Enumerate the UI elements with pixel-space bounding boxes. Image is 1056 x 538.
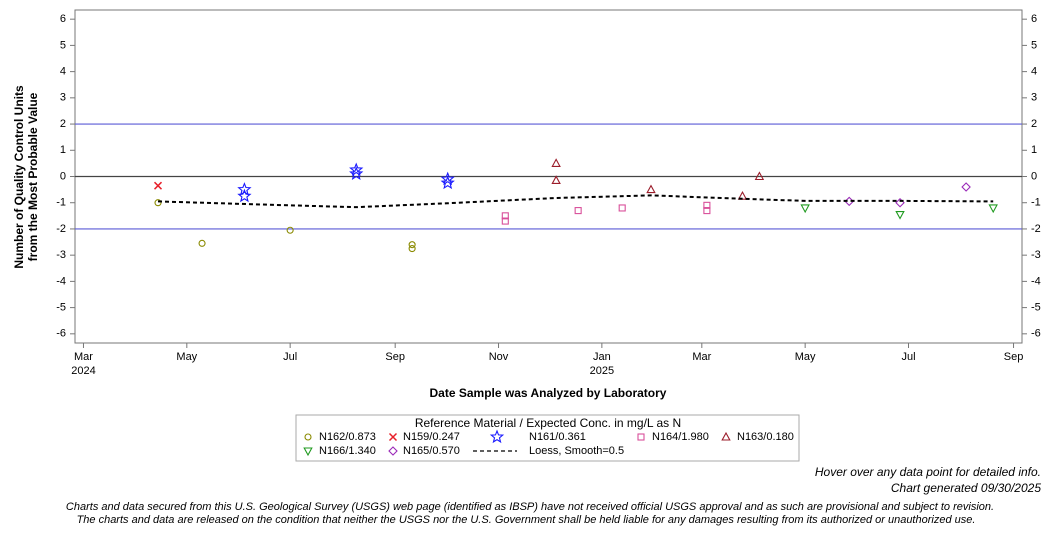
- y-tick-label: 6: [60, 13, 66, 25]
- y-axis-label: from the Most Probable Value: [26, 92, 40, 261]
- data-point[interactable]: [961, 182, 971, 192]
- y-tick-label: 0: [60, 170, 66, 182]
- disclaimer: The charts and data are released on the …: [77, 514, 976, 526]
- legend-symbol: [489, 429, 505, 444]
- data-point[interactable]: [440, 175, 455, 190]
- data-point[interactable]: [800, 204, 810, 214]
- y-tick-label: 5: [1031, 39, 1037, 51]
- y-tick-label: -4: [1031, 275, 1041, 287]
- x-axis-label: Date Sample was Analyzed by Laboratory: [430, 386, 667, 400]
- x-tick-label: May: [795, 351, 816, 363]
- y-tick-label: 6: [1031, 13, 1037, 25]
- y-tick-label: 1: [1031, 144, 1037, 156]
- y-tick-label: -2: [56, 223, 66, 235]
- x-tick-label: Mar: [74, 351, 93, 363]
- y-tick-label: -5: [56, 302, 66, 314]
- y-tick-label: -1: [1031, 197, 1041, 209]
- legend-label: N159/0.247: [403, 431, 460, 443]
- legend-label: N163/0.180: [737, 431, 794, 443]
- y-tick-label: -6: [56, 328, 66, 340]
- y-tick-label: 3: [1031, 92, 1037, 104]
- note: Hover over any data point for detailed i…: [815, 465, 1041, 479]
- y-tick-label: 5: [60, 39, 66, 51]
- x-tick-label: Jul: [901, 351, 915, 363]
- data-point[interactable]: [349, 166, 364, 180]
- y-tick-label: -1: [56, 197, 66, 209]
- legend-label: N161/0.361: [529, 431, 586, 443]
- legend-label: N162/0.873: [319, 431, 376, 443]
- y-tick-label: -4: [56, 275, 66, 287]
- data-point[interactable]: [551, 158, 561, 167]
- data-point[interactable]: [237, 188, 252, 203]
- legend-label: N166/1.340: [319, 445, 376, 457]
- legend-box: [295, 414, 800, 462]
- disclaimer: Charts and data secured from this U.S. G…: [66, 501, 994, 513]
- data-point[interactable]: [501, 217, 509, 225]
- data-point[interactable]: [153, 181, 163, 190]
- data-point[interactable]: [154, 199, 162, 207]
- y-tick-label: -3: [1031, 249, 1041, 261]
- data-point[interactable]: [574, 207, 582, 215]
- x-tick-label: Sep: [1004, 351, 1024, 363]
- data-point[interactable]: [501, 212, 509, 220]
- data-point[interactable]: [408, 241, 416, 249]
- legend-symbol: [388, 446, 398, 456]
- x-tick-year: 2024: [71, 365, 95, 377]
- legend-symbol: [303, 447, 313, 457]
- x-tick-label: Jan: [593, 351, 611, 363]
- y-tick-label: 4: [60, 66, 66, 78]
- x-tick-label: Jul: [283, 351, 297, 363]
- note: Chart generated 09/30/2025: [891, 481, 1041, 495]
- data-point[interactable]: [618, 204, 626, 212]
- data-point[interactable]: [646, 184, 656, 194]
- data-point[interactable]: [349, 162, 364, 177]
- data-point[interactable]: [408, 245, 416, 253]
- y-tick-label: -5: [1031, 302, 1041, 314]
- data-point[interactable]: [703, 207, 711, 215]
- x-tick-label: Sep: [385, 351, 405, 363]
- y-tick-label: 2: [1031, 118, 1037, 130]
- data-point[interactable]: [198, 239, 206, 247]
- loess-line: [157, 194, 994, 209]
- data-point[interactable]: [237, 182, 252, 196]
- y-tick-label: 1: [60, 144, 66, 156]
- y-tick-label: 2: [60, 118, 66, 130]
- legend-label: N165/0.570: [403, 445, 460, 457]
- data-point[interactable]: [754, 171, 765, 181]
- legend-symbol: [721, 431, 731, 441]
- x-tick-label: Mar: [692, 351, 711, 363]
- x-tick-label: Nov: [489, 351, 509, 363]
- y-tick-label: 4: [1031, 66, 1037, 78]
- data-point[interactable]: [703, 201, 711, 209]
- y-tick-label: 3: [60, 92, 66, 104]
- data-point[interactable]: [551, 175, 561, 184]
- y-tick-label: -6: [1031, 328, 1041, 340]
- legend-symbol: [304, 433, 312, 441]
- legend-label: Loess, Smooth=0.5: [529, 445, 624, 457]
- data-point[interactable]: [286, 226, 294, 234]
- legend-symbol: [637, 433, 645, 441]
- x-tick-year: 2025: [590, 365, 614, 377]
- legend-symbol: [388, 432, 398, 442]
- legend-title: Reference Material / Expected Conc. in m…: [415, 416, 681, 430]
- y-tick-label: 0: [1031, 170, 1037, 182]
- legend-label: N164/1.980: [652, 431, 709, 443]
- data-point[interactable]: [440, 171, 455, 186]
- data-point[interactable]: [895, 210, 905, 220]
- x-tick-label: May: [176, 351, 197, 363]
- y-tick-label: -2: [1031, 223, 1041, 235]
- y-tick-label: -3: [56, 249, 66, 261]
- data-point[interactable]: [988, 204, 998, 214]
- y-axis-label: Number of Quality Control Units: [12, 85, 26, 269]
